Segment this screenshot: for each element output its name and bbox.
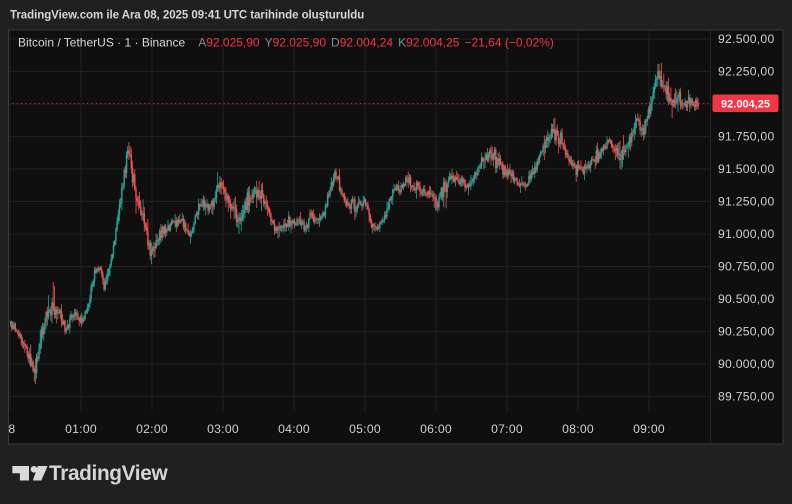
svg-text:08:00: 08:00 [562, 422, 594, 436]
svg-text:06:00: 06:00 [420, 422, 452, 436]
svg-text:90.000,00: 90.000,00 [718, 357, 774, 371]
svg-text:TradingView: TradingView [49, 462, 168, 485]
svg-text:8: 8 [8, 422, 15, 436]
svg-text:91.000,00: 91.000,00 [718, 227, 774, 241]
svg-text:91.750,00: 91.750,00 [718, 130, 774, 144]
svg-text:90.750,00: 90.750,00 [718, 260, 774, 274]
svg-text:04:00: 04:00 [278, 422, 310, 436]
svg-text:89.750,00: 89.750,00 [718, 390, 774, 404]
svg-text:TradingView.com ile Ara 08, 20: TradingView.com ile Ara 08, 2025 09:41 U… [10, 10, 364, 22]
svg-text:90.250,00: 90.250,00 [718, 325, 774, 339]
svg-text:05:00: 05:00 [349, 422, 381, 436]
svg-text:92.004,25: 92.004,25 [721, 99, 770, 111]
svg-text:90.500,00: 90.500,00 [718, 292, 774, 306]
svg-text:02:00: 02:00 [136, 422, 168, 436]
svg-text:91.250,00: 91.250,00 [718, 195, 774, 209]
svg-text:Bitcoin / TetherUS · 1 · Binan: Bitcoin / TetherUS · 1 · Binance A92.025,… [18, 36, 554, 50]
svg-text:07:00: 07:00 [491, 422, 523, 436]
svg-text:01:00: 01:00 [65, 422, 97, 436]
svg-text:91.500,00: 91.500,00 [718, 162, 774, 176]
svg-text:03:00: 03:00 [207, 422, 239, 436]
svg-text:09:00: 09:00 [633, 422, 665, 436]
svg-text:92.500,00: 92.500,00 [718, 32, 774, 46]
svg-text:92.250,00: 92.250,00 [718, 65, 774, 79]
